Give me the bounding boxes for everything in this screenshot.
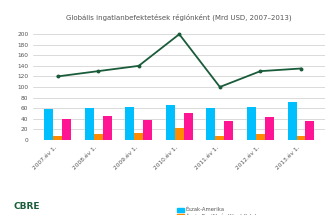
Bar — [85, 108, 94, 140]
Legend: Észak-Amerika, Ázsia-Pacifik és Közel-Kelet, Európa, Afrika és Latin-Amerika, Vi: Észak-Amerika, Ázsia-Pacifik és Közel-Ke… — [177, 207, 269, 215]
Bar — [53, 135, 62, 140]
Bar — [175, 128, 184, 140]
Bar — [94, 134, 103, 140]
Bar — [305, 121, 314, 140]
Bar — [143, 120, 152, 140]
Bar — [215, 135, 224, 140]
Bar — [288, 102, 296, 140]
Bar — [184, 113, 193, 140]
Text: CBRE: CBRE — [13, 201, 40, 210]
Bar — [166, 105, 175, 140]
Bar — [44, 109, 53, 140]
Bar — [134, 134, 143, 140]
Bar — [265, 117, 274, 140]
Bar — [296, 135, 305, 140]
Bar — [62, 119, 71, 140]
Bar — [103, 116, 112, 140]
Bar — [224, 121, 233, 140]
Bar — [207, 108, 215, 140]
Bar — [247, 106, 256, 140]
Bar — [256, 134, 265, 140]
Bar — [125, 107, 134, 140]
Title: Globális ingatlanbefektetések régiónként (Mrd USD, 2007–2013): Globális ingatlanbefektetések régiónként… — [66, 14, 292, 21]
